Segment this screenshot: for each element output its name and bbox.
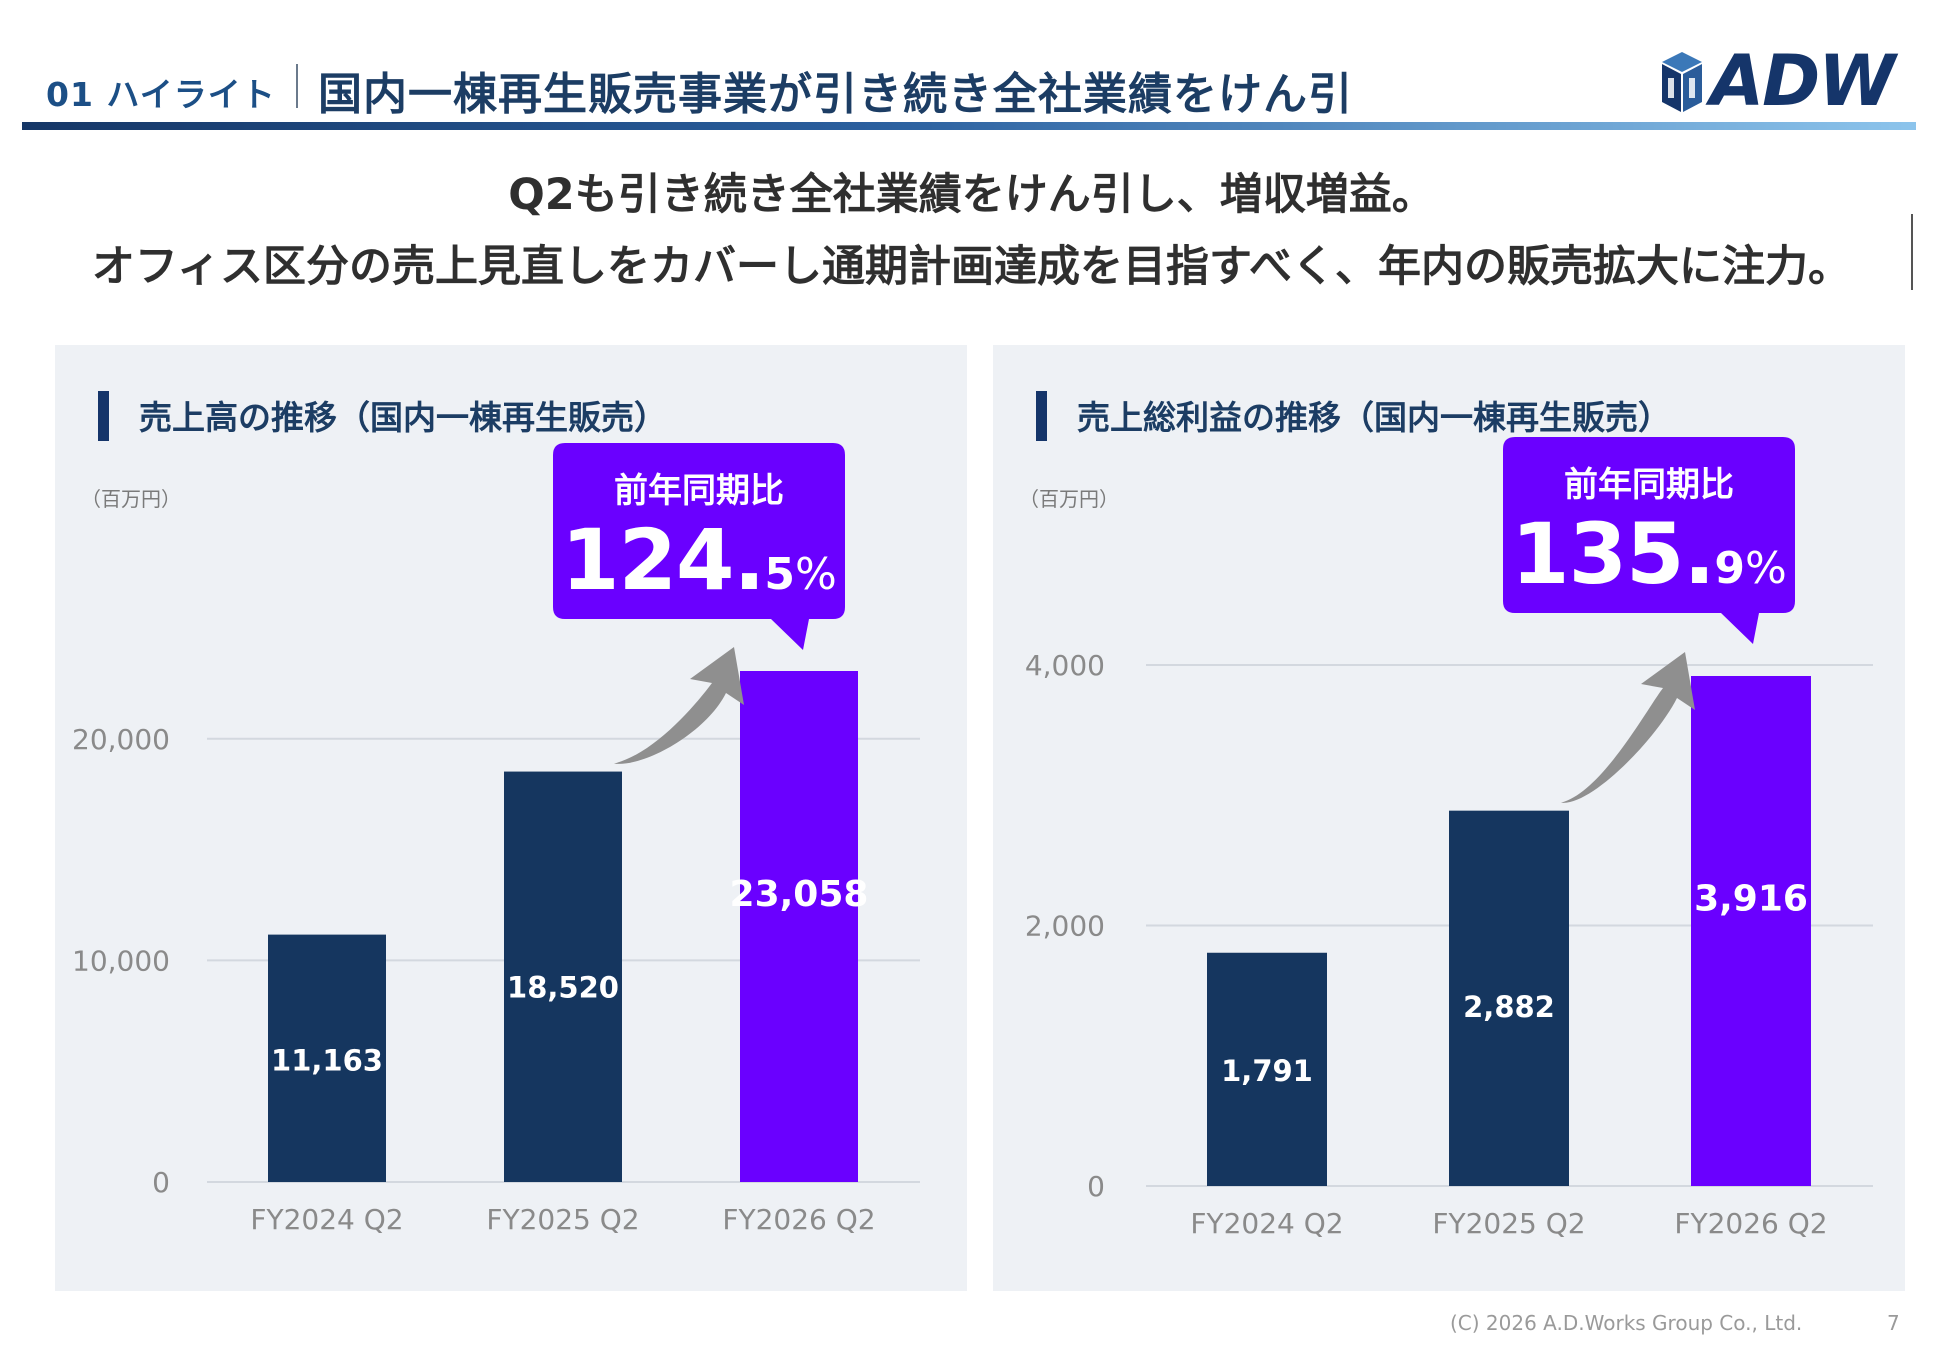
copyright: (C) 2026 A.D.Works Group Co., Ltd. <box>1450 1311 1803 1335</box>
data-label: 11,163 <box>271 1044 383 1078</box>
data-label: 3,916 <box>1694 879 1808 920</box>
callout-value: 135.9% <box>1503 505 1795 603</box>
data-label: 23,058 <box>730 874 869 915</box>
yoy-callout: 前年同期比 124.5% <box>553 443 845 650</box>
growth-arrow-icon <box>1561 652 1695 803</box>
y-tick-label: 10,000 <box>72 944 170 977</box>
page-title: 国内一棟再生販売事業が引き続き全社業績をけん引 <box>318 69 1353 120</box>
chart-unit: （百万円） <box>1019 487 1119 511</box>
headline-line-1: Q2も引き続き全社業績をけん引し、増収増益。 <box>508 170 1435 220</box>
bar <box>1207 952 1327 1186</box>
callout-value-pct: % <box>795 549 837 600</box>
callout-bubble <box>1503 437 1795 644</box>
y-tick-label: 2,000 <box>1025 910 1105 943</box>
callout-value-int: 124. <box>561 511 765 609</box>
callout-label: 前年同期比 <box>614 471 784 511</box>
company-logo: ADW <box>1662 40 1916 122</box>
x-tick-label: FY2025 Q2 <box>1432 1207 1585 1240</box>
x-tick-label: FY2025 Q2 <box>486 1203 639 1236</box>
text-cursor <box>1911 214 1913 290</box>
y-tick-label: 20,000 <box>72 723 170 756</box>
data-label: 1,791 <box>1221 1054 1313 1088</box>
bar <box>740 671 858 1182</box>
growth-arrow-icon <box>614 647 744 764</box>
x-tick-label: FY2024 Q2 <box>1190 1207 1343 1240</box>
data-label: 18,520 <box>507 970 619 1004</box>
callout-value-dec: 9 <box>1714 543 1746 594</box>
bar <box>1449 810 1569 1186</box>
x-tick-label: FY2024 Q2 <box>250 1203 403 1236</box>
chart-title: 売上総利益の推移（国内一棟再生販売） <box>1077 398 1671 437</box>
y-tick-label: 0 <box>152 1166 170 1199</box>
chart-title: 売上高の推移（国内一棟再生販売） <box>139 398 667 437</box>
bar <box>1691 676 1811 1186</box>
header: 01 ハイライト 国内一棟再生販売事業が引き続き全社業績をけん引 ADW <box>22 40 1916 132</box>
section-number: 01 ハイライト <box>46 75 276 114</box>
header-underline <box>22 122 1916 130</box>
x-tick-label: FY2026 Q2 <box>1674 1207 1827 1240</box>
cube-logo-icon <box>1662 52 1702 112</box>
callout-value-dec: 5 <box>764 549 796 600</box>
gross-profit-chart-panel: 売上総利益の推移（国内一棟再生販売） （百万円） 0 2,000 4,000 1,79… <box>993 345 1905 1291</box>
x-tick-label: FY2026 Q2 <box>722 1203 875 1236</box>
y-tick-label: 4,000 <box>1025 649 1105 682</box>
y-tick-label: 0 <box>1087 1170 1105 1203</box>
callout-value: 124.5% <box>553 511 845 609</box>
page-number: 7 <box>1887 1311 1900 1335</box>
panel-title-marker <box>98 391 109 441</box>
data-label: 2,882 <box>1463 990 1555 1024</box>
chart-unit: （百万円） <box>81 487 181 511</box>
logo-wordmark: ADW <box>1710 40 1895 122</box>
headline-line-2: オフィス区分の売上見直しをカバーし通期計画達成を目指すべく、年内の販売拡大に注力… <box>91 242 1852 292</box>
sales-chart-panel: 売上高の推移（国内一棟再生販売） （百万円） 0 10,000 20,000 11,1… <box>55 345 967 1291</box>
yoy-callout: 前年同期比 135.9% <box>1503 437 1795 644</box>
bar <box>504 771 622 1182</box>
section-divider <box>296 64 298 108</box>
sales-bar-chart: 0 10,000 20,000 11,163 FY2024 Q2 18,520 FY2025… <box>72 647 920 1236</box>
panel-title-marker <box>1036 391 1047 441</box>
callout-bubble <box>553 443 845 650</box>
callout-label: 前年同期比 <box>1564 465 1734 505</box>
callout-value-pct: % <box>1745 543 1787 594</box>
callout-value-int: 135. <box>1511 505 1715 603</box>
bar <box>268 934 386 1182</box>
gross-profit-bar-chart: 0 2,000 4,000 1,791 FY2024 Q2 2,882 FY2025 Q2 3… <box>1025 649 1873 1240</box>
